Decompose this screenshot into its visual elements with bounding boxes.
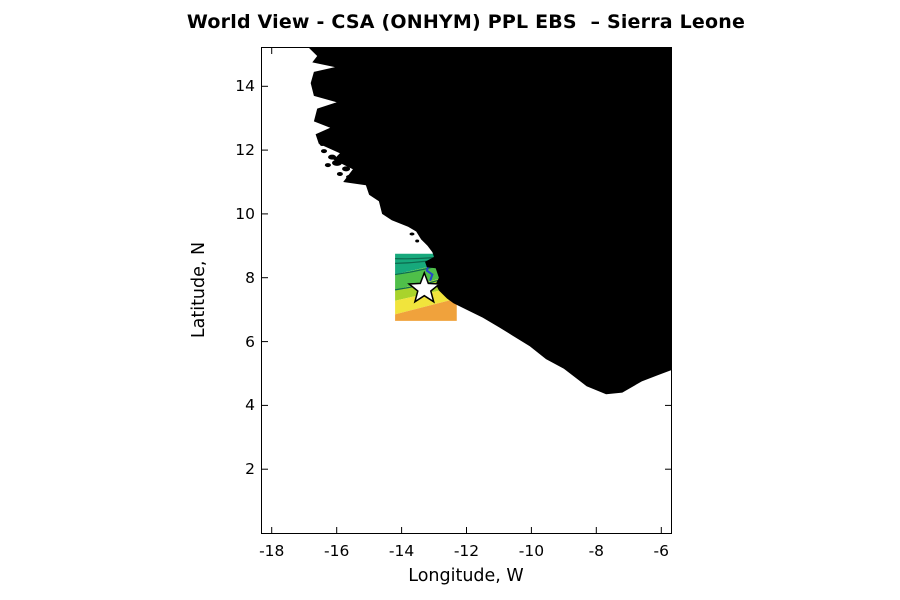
island — [342, 166, 351, 172]
y-tick-label: 14 — [235, 77, 255, 96]
island — [324, 163, 331, 168]
island — [346, 174, 354, 179]
island — [409, 232, 415, 236]
x-tick-label: -18 — [259, 542, 285, 560]
y-tick-label: 10 — [235, 204, 255, 223]
x-tick-label: -12 — [453, 542, 480, 560]
y-axis-label: Latitude, N — [189, 241, 209, 339]
island — [319, 142, 325, 146]
landmass — [309, 48, 671, 395]
y-tick-label: 12 — [235, 141, 255, 160]
x-axis-label: Longitude, W — [408, 566, 524, 586]
x-tick-label: -16 — [323, 542, 350, 560]
y-tick-label: 6 — [245, 332, 255, 351]
y-tick-label: 2 — [245, 460, 255, 479]
x-tick-label: -10 — [518, 542, 545, 560]
x-tick-label: -14 — [388, 542, 415, 560]
island — [328, 154, 337, 160]
star-marker — [407, 270, 442, 304]
map-plot-area — [261, 47, 672, 534]
map-canvas — [262, 48, 671, 533]
chart-title: World View - CSA (ONHYM) PPL EBS – Sierr… — [186, 11, 746, 33]
island — [415, 239, 420, 243]
island — [336, 172, 343, 176]
island — [332, 159, 342, 166]
y-tick-label: 8 — [245, 268, 255, 287]
survey-contour-band — [395, 298, 457, 321]
x-tick-label: -8 — [588, 542, 605, 560]
x-tick-label: -6 — [653, 542, 669, 560]
survey-contour-band — [395, 286, 457, 315]
island — [321, 149, 327, 154]
y-tick-label: 4 — [245, 396, 255, 415]
